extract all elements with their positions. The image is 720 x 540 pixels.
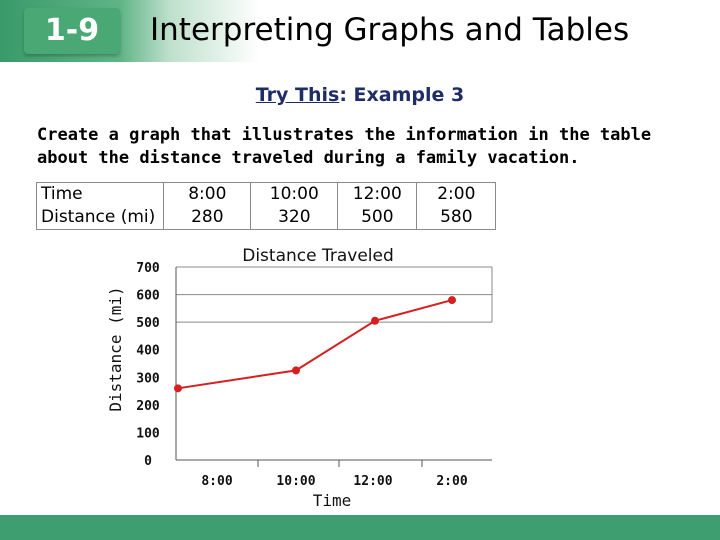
- table-cell: 10:00 320: [250, 182, 339, 230]
- table-cell: 2:00 580: [416, 182, 497, 230]
- y-tick-label: 200: [136, 399, 160, 414]
- footer-bar: [0, 515, 720, 540]
- row-header-distance-label: Distance (mi): [41, 207, 156, 227]
- data-point: [174, 384, 182, 393]
- data-point: [448, 296, 456, 305]
- y-tick-label: 0: [144, 454, 152, 469]
- time-cell: 8:00: [188, 184, 227, 204]
- time-cell: 12:00: [352, 184, 402, 204]
- y-tick-label: 600: [136, 289, 160, 304]
- lesson-number: 1-9: [44, 13, 100, 48]
- distance-cell: 320: [278, 207, 311, 227]
- axis-layer: [175, 267, 492, 467]
- y-tick-label: 100: [136, 426, 160, 441]
- distance-cell: 280: [191, 207, 224, 227]
- x-tick-label: 10:00: [276, 474, 315, 489]
- data-point: [371, 316, 379, 325]
- header-band: [0, 0, 720, 62]
- distance-cell: 580: [440, 207, 473, 227]
- series-line: [177, 299, 453, 390]
- y-tick-label: 500: [136, 316, 160, 331]
- table-row: Time Distance (mi) 8:00 280 10:00 320 12…: [35, 182, 497, 230]
- lesson-badge: 1-9: [24, 8, 120, 54]
- subtitle-example: : Example 3: [339, 84, 465, 106]
- x-tick-label: 2:00: [436, 474, 467, 489]
- chart-title: Distance Traveled: [242, 246, 394, 266]
- series-layer: [174, 296, 456, 393]
- distance-cell: 500: [361, 207, 394, 227]
- example-subtitle: Try This: Example 3: [0, 84, 720, 106]
- x-tick-label: 12:00: [353, 474, 392, 489]
- y-tick-label: 300: [136, 371, 160, 386]
- chart-area: 0 100 200 300 400 500 600 700 8:00 10:00 12:00 2:00…: [0, 240, 720, 515]
- page-title: Interpreting Graphs and Tables: [150, 12, 630, 48]
- time-cell: 10:00: [269, 184, 319, 204]
- data-point: [292, 366, 300, 375]
- time-cell: 2:00: [437, 184, 476, 204]
- row-header-time: Time Distance (mi): [35, 182, 165, 230]
- x-tick-label: 8:00: [201, 474, 232, 489]
- table-cell: 8:00 280: [163, 182, 252, 230]
- table-cell: 12:00 500: [337, 182, 418, 230]
- x-axis-label: Time: [313, 491, 352, 510]
- y-tick-label: 400: [136, 344, 160, 359]
- instructions-text: Create a graph that illustrates the info…: [37, 125, 652, 168]
- grid-layer: [176, 266, 493, 323]
- label-layer: 0 100 200 300 400 500 600 700 8:00 10:00 12:00 2:00…: [106, 246, 468, 510]
- data-table: Time Distance (mi) 8:00 280 10:00 320 12…: [35, 182, 497, 230]
- distance-chart: 0 100 200 300 400 500 600 700 8:00 10:00 12:00 2:00…: [106, 246, 493, 510]
- row-header-time-label: Time: [41, 184, 83, 204]
- y-tick-label: 700: [136, 261, 160, 276]
- subtitle-try-this: Try This: [255, 84, 340, 106]
- y-axis-label: Distance (mi): [106, 286, 125, 411]
